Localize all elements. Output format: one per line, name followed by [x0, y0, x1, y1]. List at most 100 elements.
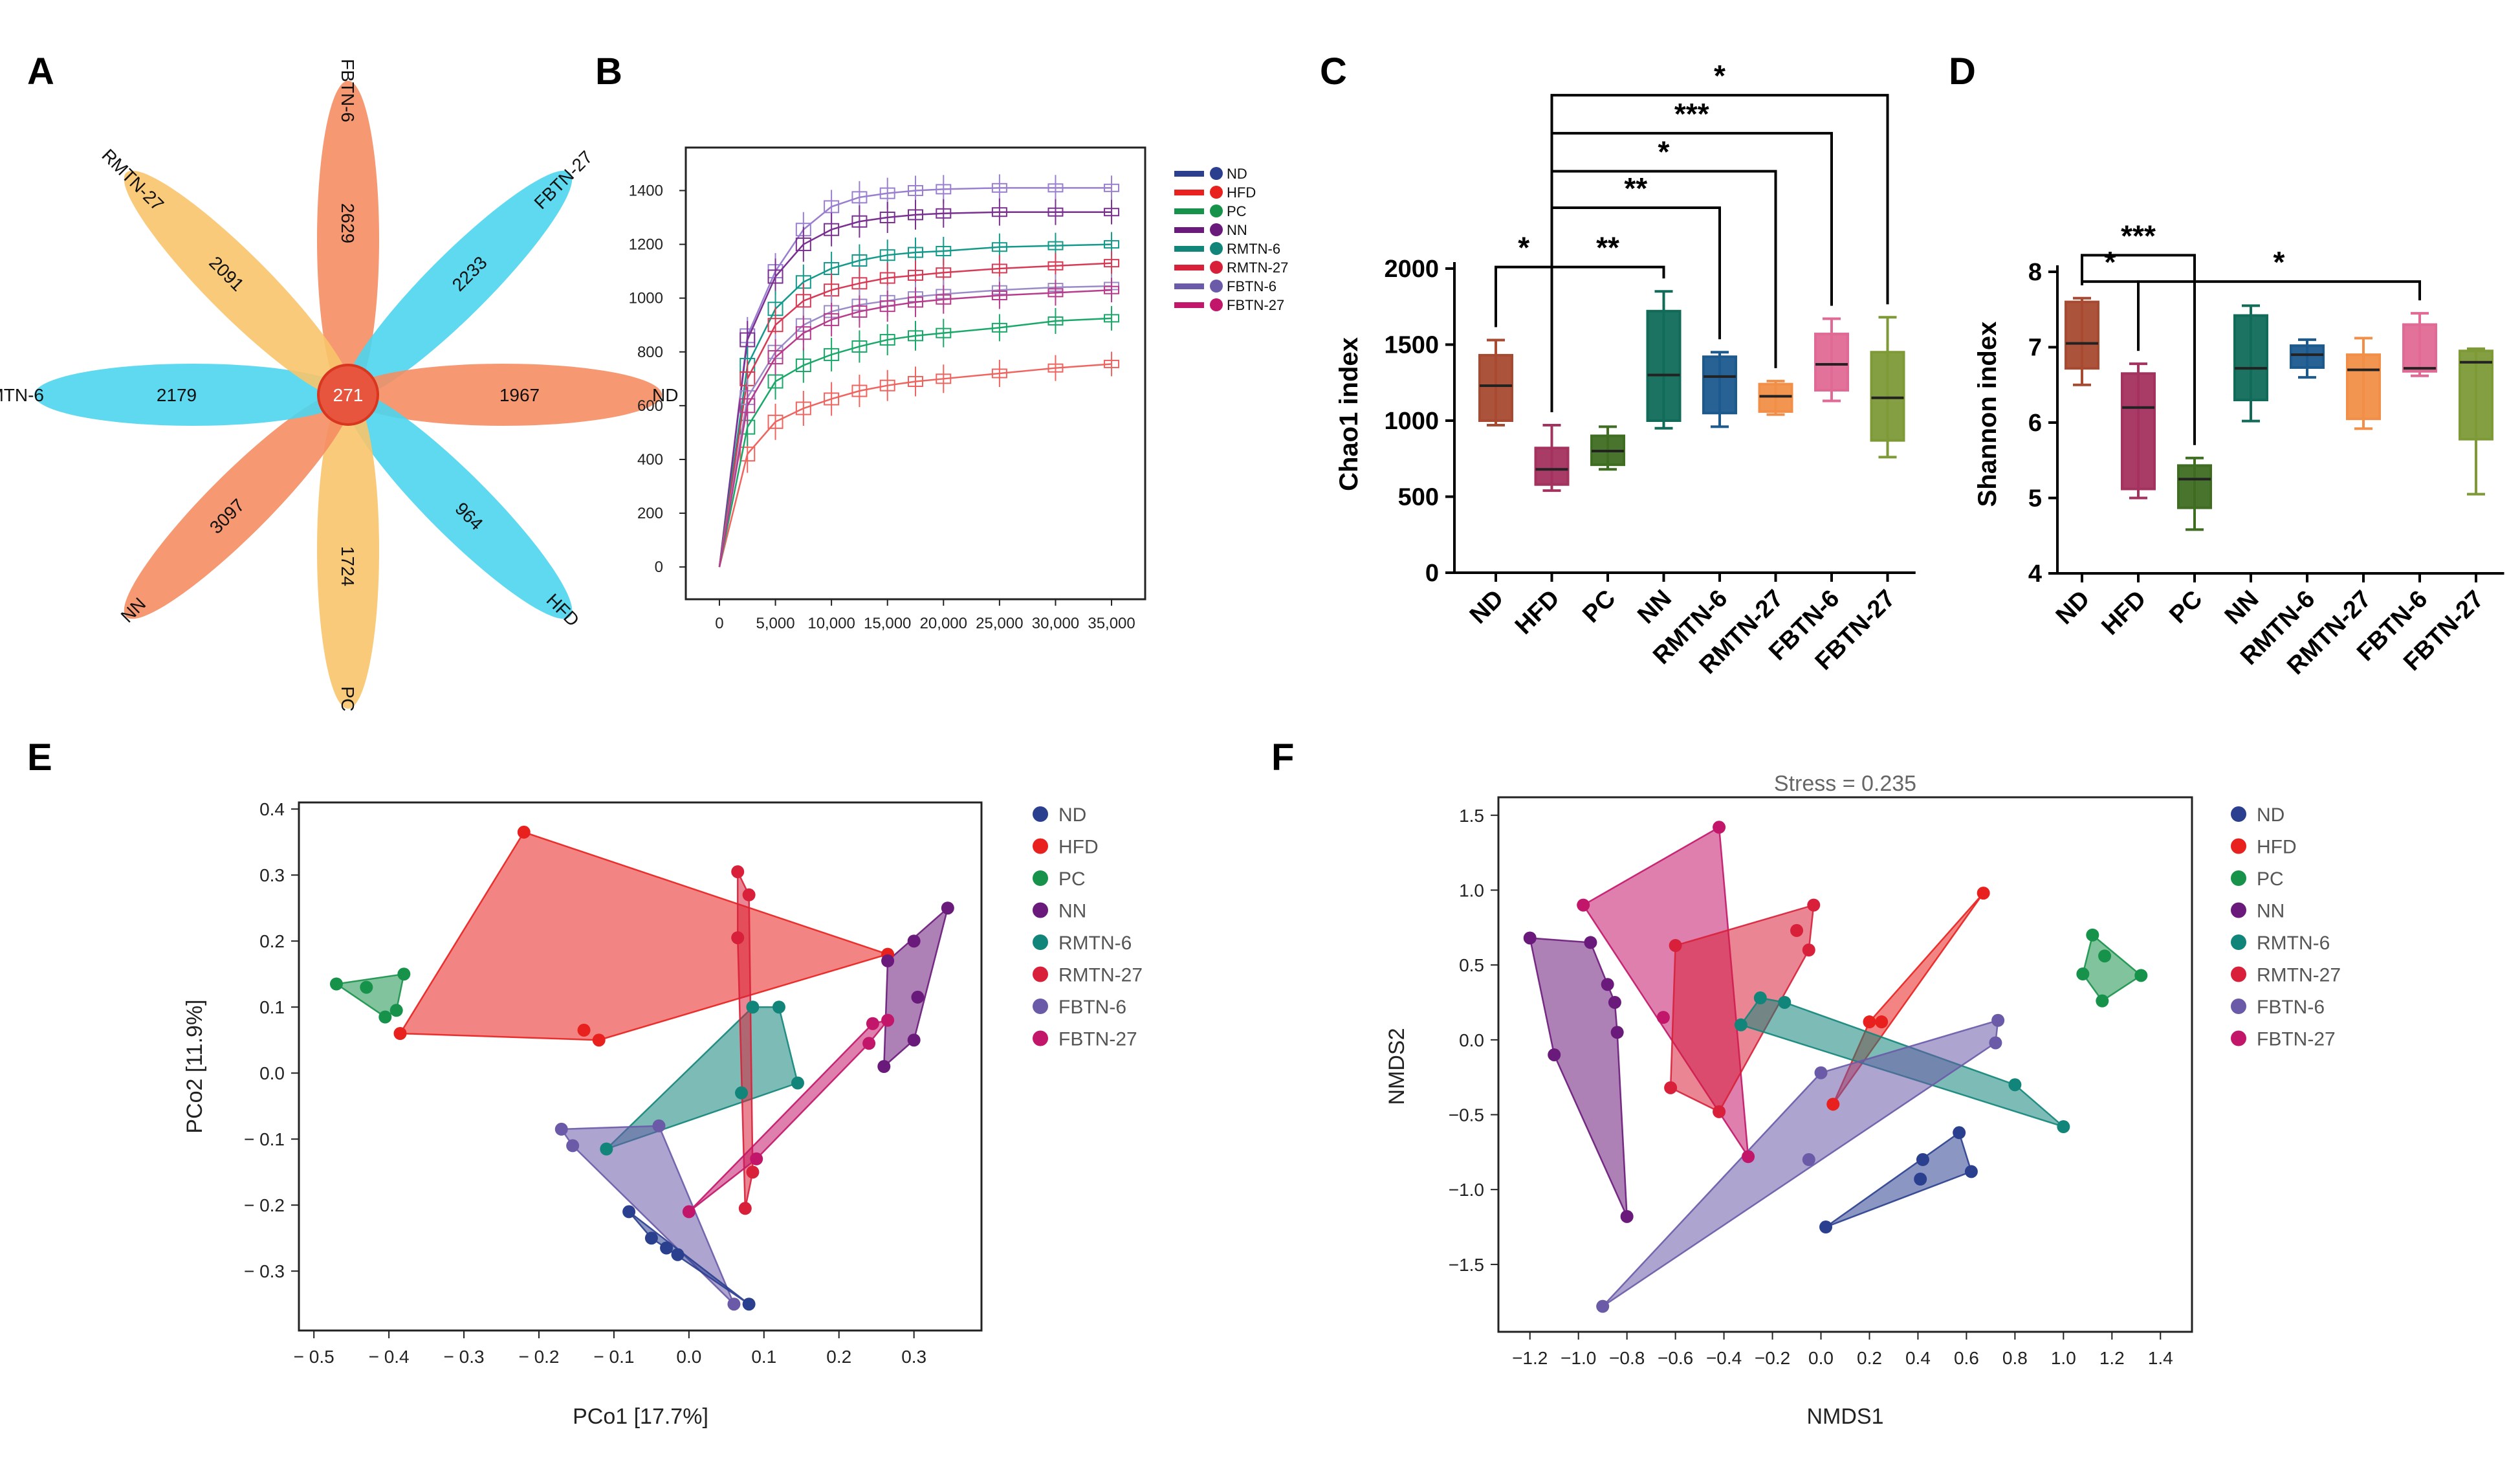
x-tick-label: 0.8 [2002, 1348, 2028, 1368]
point-hfd [1875, 1015, 1889, 1029]
series-box-point [851, 215, 868, 228]
x-tick-label: − 0.1 [593, 1347, 634, 1367]
plot-area-e: − 0.5 − 0.4 − 0.3 − 0.2 − 0.1 0.0 0.1 0.2 0.3 − 0… [244, 799, 954, 1367]
y-tick-label: 2000 [1384, 256, 1439, 283]
series-box-point [908, 269, 923, 281]
panel-label-d: D [1949, 50, 1976, 93]
y-tick-label-b: 600 [637, 397, 663, 415]
point-rmtn-27 [746, 1165, 760, 1179]
point-rmtn-6 [746, 1000, 760, 1014]
plot-area-f: −1.2 −1.0 −0.8 −0.6 −0.4 −0.2 0.0 0.2 0.4 0.6 0.8 1… [1449, 806, 2173, 1368]
panel-label-e: E [27, 736, 52, 779]
x-tick-label: −0.4 [1706, 1348, 1742, 1368]
y-tick-label: 5 [2028, 485, 2042, 513]
y-tick-label: 6 [2028, 410, 2042, 437]
panel-label-a: A [27, 50, 54, 93]
series-line-rmtn-27 [718, 262, 1112, 568]
y-tick-label: − 0.1 [244, 1129, 285, 1149]
point-nd [742, 1298, 756, 1311]
point-rmtn-27 [1664, 1081, 1678, 1094]
y-tick-label: 1.0 [1459, 880, 1484, 900]
x-tick-label-b: 10,000 [807, 615, 855, 632]
plot-frame-e [298, 801, 983, 1332]
series-box-point [795, 326, 811, 340]
point-fbtn-27 [1713, 821, 1726, 834]
point-rmtn-27 [1790, 923, 1804, 937]
point-pc [2096, 994, 2109, 1008]
series-box-point [851, 191, 868, 204]
point-nn [877, 1060, 891, 1073]
x-tick-label: 0.4 [1905, 1348, 1931, 1368]
legend-swatch-b [1174, 265, 1204, 271]
legend-swatch-b [1174, 246, 1204, 252]
point-pc [378, 1010, 392, 1024]
y-tick-label: − 0.2 [244, 1195, 285, 1215]
petal-value-nd: 1967 [499, 385, 540, 405]
point-nn [1548, 1048, 1561, 1061]
point-fbtn-6 [1596, 1299, 1610, 1313]
significance-label: * [2273, 245, 2285, 279]
point-nd [1953, 1126, 1966, 1140]
box-rmtn-27 [1758, 382, 1793, 413]
legend-dot [1033, 1030, 1048, 1046]
group-hull-rmtn-27 [1669, 903, 1815, 1113]
series-line-fbtn-27 [718, 289, 1112, 568]
point-fbtn-27 [1656, 1011, 1670, 1024]
y-tick-label: −1.5 [1449, 1255, 1484, 1275]
point-nn [881, 954, 895, 967]
point-fbtn-27 [881, 1013, 895, 1027]
point-pc [389, 1004, 403, 1017]
point-fbtn-6 [727, 1298, 741, 1311]
x-tick-label-b: 25,000 [976, 615, 1023, 632]
y-tick-label-b: 400 [637, 451, 663, 469]
box-nd [2065, 300, 2099, 370]
point-fbtn-27 [866, 1017, 879, 1030]
series-box-point [824, 200, 840, 214]
petal-value-rmtn-6: 2179 [157, 385, 197, 405]
x-tick-label: −0.2 [1755, 1348, 1790, 1368]
x-tick-label-b: 15,000 [864, 615, 911, 632]
y-tick-label-b: 1400 [629, 182, 663, 199]
series-box-point [851, 305, 868, 318]
series-box-point [740, 447, 756, 462]
legend-label: PC [1058, 868, 1086, 890]
significance-label: * [1714, 59, 1726, 93]
series-box-point [936, 208, 952, 219]
legend-label: PC [2257, 868, 2284, 890]
point-hfd [592, 1033, 606, 1047]
y-tick-label: 4 [2028, 560, 2042, 588]
point-nd [644, 1232, 658, 1245]
legend-label: FBTN-27 [2257, 1029, 2336, 1050]
box-fbtn-27 [1870, 351, 1905, 442]
point-nd [660, 1241, 674, 1255]
petal-label-pc: PC [338, 687, 358, 712]
series-box-point [1104, 183, 1120, 192]
legend-label: NN [1058, 901, 1086, 922]
y-tick-label: 1000 [1384, 408, 1439, 435]
series-box-point [824, 348, 840, 361]
series-box-point [879, 212, 895, 224]
point-pc [329, 977, 343, 991]
series-box-point [908, 330, 923, 342]
series-box-point [991, 291, 1007, 301]
legend-e: ND HFD PC NN RMTN-6 RMTN-27 FBTN-6 FBTN-27 [1033, 804, 1143, 1050]
x-tick-label-b: 20,000 [920, 615, 967, 632]
series-box-point [879, 300, 895, 313]
legend-dot-b [1210, 242, 1223, 255]
series-box-point [1047, 316, 1064, 326]
series-box-point [740, 398, 756, 414]
x-tick-label: 1.2 [2099, 1348, 2125, 1368]
x-tick-label: −1.2 [1512, 1348, 1548, 1368]
series-box-point [1104, 240, 1120, 249]
point-nn [1608, 995, 1621, 1009]
point-pc [360, 980, 373, 994]
x-tick-label: 0.0 [676, 1347, 701, 1367]
point-hfd [1826, 1098, 1840, 1111]
series-box-point [1104, 285, 1120, 294]
series-box-point [824, 223, 840, 236]
box-pc [2177, 464, 2212, 509]
legend-swatch-b [1174, 171, 1204, 177]
x-tick-label-b: 35,000 [1088, 615, 1135, 632]
legend-swatch-b [1174, 227, 1204, 233]
y-axis-title-f: NMDS2 [1385, 1028, 1409, 1105]
